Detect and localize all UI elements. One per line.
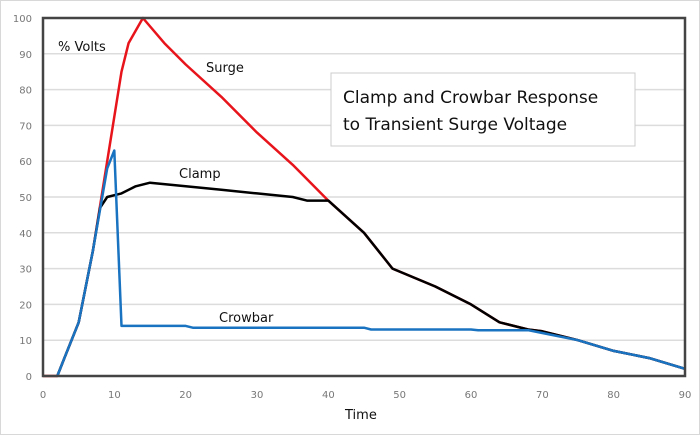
- x-tick-label: 10: [108, 390, 121, 401]
- y-tick-label: 10: [19, 336, 32, 347]
- y-axis-label: % Volts: [58, 40, 106, 55]
- series-label-surge: Surge: [206, 61, 244, 76]
- x-tick-label: 60: [465, 390, 478, 401]
- x-tick-label: 30: [251, 390, 264, 401]
- y-tick-label: 100: [13, 14, 32, 25]
- chart-title-line-2: to Transient Surge Voltage: [343, 115, 567, 135]
- y-tick-label: 20: [19, 300, 32, 311]
- y-tick-label: 80: [19, 86, 32, 97]
- x-tick-label: 50: [393, 390, 406, 401]
- series-label-crowbar: Crowbar: [219, 311, 274, 326]
- title-box: [330, 72, 636, 147]
- y-tick-label: 70: [19, 121, 32, 132]
- x-axis-label: Time: [344, 408, 377, 423]
- x-tick-label: 20: [179, 390, 192, 401]
- chart-title-line-1: Clamp and Crowbar Response: [343, 88, 598, 108]
- x-tick-label: 0: [40, 390, 46, 401]
- series-line-crowbar: [56, 149, 686, 377]
- x-tick-label: 70: [536, 390, 549, 401]
- x-tick-label: 80: [607, 390, 620, 401]
- y-tick-label: 30: [19, 265, 32, 276]
- y-tick-label: 50: [19, 193, 32, 204]
- y-tick-label: 40: [19, 229, 32, 240]
- series-line-clamp: [56, 181, 686, 377]
- x-tick-label: 90: [679, 390, 692, 401]
- plot-frame: [41, 16, 687, 378]
- x-tick-label: 40: [322, 390, 335, 401]
- y-tick-label: 0: [26, 372, 32, 383]
- y-tick-label: 60: [19, 157, 32, 168]
- y-tick-label: 90: [19, 50, 32, 61]
- series-label-clamp: Clamp: [179, 167, 221, 182]
